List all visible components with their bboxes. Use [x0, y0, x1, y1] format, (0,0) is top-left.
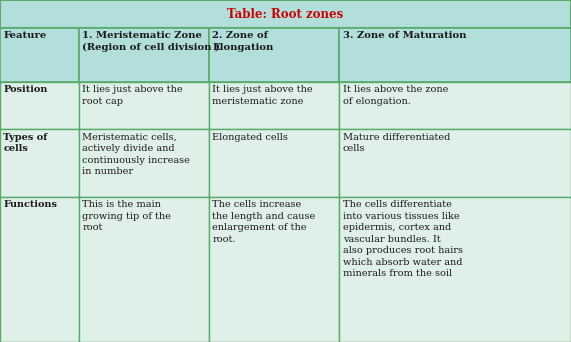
- Text: 2. Zone of
Elongation: 2. Zone of Elongation: [212, 31, 274, 52]
- Text: This is the main
growing tip of the
root: This is the main growing tip of the root: [82, 200, 171, 232]
- Bar: [339, 129, 571, 197]
- Bar: [0, 0, 571, 28]
- Text: Meristematic cells,
actively divide and
continuously increase
in number: Meristematic cells, actively divide and …: [82, 133, 190, 176]
- Bar: [0, 82, 79, 129]
- Bar: [79, 129, 209, 197]
- Bar: [339, 197, 571, 342]
- Bar: [209, 197, 339, 342]
- Text: It lies just above the
meristematic zone: It lies just above the meristematic zone: [212, 86, 313, 106]
- Text: Functions: Functions: [3, 200, 58, 209]
- Bar: [79, 197, 209, 342]
- Text: It lies just above the
root cap: It lies just above the root cap: [82, 86, 183, 106]
- Bar: [79, 28, 209, 82]
- Text: Types of
cells: Types of cells: [3, 133, 48, 153]
- Bar: [209, 82, 339, 129]
- Bar: [339, 28, 571, 82]
- Text: It lies above the zone
of elongation.: It lies above the zone of elongation.: [343, 86, 448, 106]
- Text: The cells differentiate
into various tissues like
epidermis, cortex and
vascular: The cells differentiate into various tis…: [343, 200, 463, 278]
- Text: Table: Root zones: Table: Root zones: [227, 8, 344, 21]
- Text: Feature: Feature: [3, 31, 47, 40]
- Text: 1. Meristematic Zone
(Region of cell division ): 1. Meristematic Zone (Region of cell div…: [82, 31, 220, 52]
- Bar: [209, 28, 339, 82]
- Bar: [209, 129, 339, 197]
- Text: The cells increase
the length and cause
enlargement of the
root.: The cells increase the length and cause …: [212, 200, 316, 244]
- Bar: [0, 129, 79, 197]
- Text: 3. Zone of Maturation: 3. Zone of Maturation: [343, 31, 466, 40]
- Text: Elongated cells: Elongated cells: [212, 133, 288, 142]
- Bar: [0, 28, 79, 82]
- Text: Position: Position: [3, 86, 48, 94]
- Bar: [79, 82, 209, 129]
- Bar: [339, 82, 571, 129]
- Text: Mature differentiated
cells: Mature differentiated cells: [343, 133, 450, 153]
- Bar: [0, 197, 79, 342]
